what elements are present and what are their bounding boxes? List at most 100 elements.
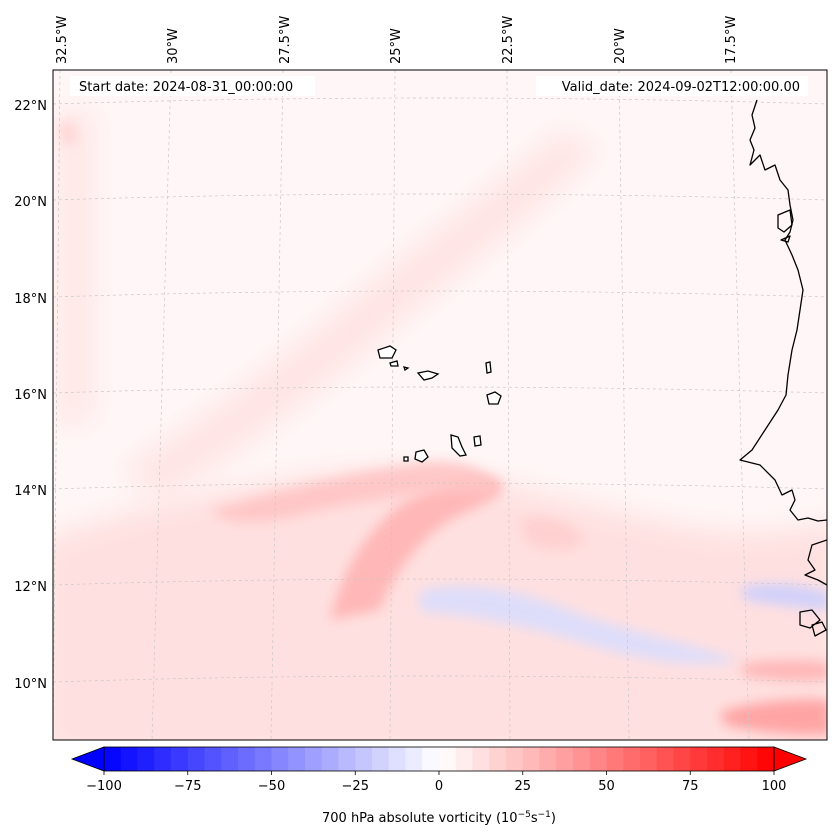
- colorbar-swatch: [120, 747, 138, 771]
- africa-coastline: [739, 99, 827, 522]
- lon-label: 30°W: [166, 28, 181, 64]
- colorbar-swatch: [522, 747, 540, 771]
- colorbar-swatch: [723, 747, 741, 771]
- colorbar-swatch: [405, 747, 423, 771]
- colorbar-swatch: [472, 747, 490, 771]
- colorbar-ticks: −100 −75 −50 −25 0 25 50 75 100: [86, 771, 786, 794]
- colorbar-swatch: [640, 747, 658, 771]
- parallel-line: [53, 290, 827, 298]
- vorticity-field: [53, 110, 827, 740]
- colorbar-label-exp1: −5: [518, 810, 531, 820]
- colorbar-swatch: [556, 747, 574, 771]
- colorbar-swatch: [321, 747, 339, 771]
- colorbar-swatch: [171, 747, 189, 771]
- map-frame: [52, 69, 828, 741]
- lat-label: 14°N: [14, 484, 47, 499]
- meridian-line: [151, 70, 172, 740]
- parallel-line: [53, 193, 827, 201]
- meridian-line: [389, 70, 396, 740]
- vorticity-core-east: [740, 660, 827, 681]
- colorbar-tick-label: 75: [682, 779, 699, 794]
- colorbar-tick-label: 25: [514, 779, 531, 794]
- longitude-labels: 32.5°W 30°W 27.5°W 25°W 22.5°W 20°W 17.5…: [55, 16, 739, 64]
- colorbar-swatch: [573, 747, 591, 771]
- parallel-line: [53, 482, 827, 490]
- colorbar-swatch: [439, 747, 457, 771]
- island-sao-vicente: [389, 360, 399, 367]
- colorbar-swatch: [137, 747, 155, 771]
- colorbar-label-end: ): [551, 811, 556, 826]
- colorbar-swatches: [104, 747, 775, 771]
- colorbar-swatch: [506, 747, 524, 771]
- colorbar-swatch: [271, 747, 289, 771]
- colorbar-swatch: [707, 747, 725, 771]
- island-coastline: [780, 235, 791, 243]
- colorbar-swatch: [606, 747, 624, 771]
- lat-label: 12°N: [14, 580, 47, 595]
- vorticity-negative-strip: [420, 586, 740, 665]
- colorbar-swatch: [288, 747, 306, 771]
- colorbar-max-extend-arrow: [773, 746, 808, 772]
- colorbar-swatch: [238, 747, 256, 771]
- valid-date-label: Valid_date: 2024-09-02T12:00:00.00: [562, 80, 800, 95]
- lon-label: 20°W: [613, 28, 628, 64]
- colorbar-swatch: [338, 747, 356, 771]
- colorbar-swatch: [489, 747, 507, 771]
- colorbar-label-unit: s: [531, 811, 538, 826]
- colorbar-swatch: [656, 747, 674, 771]
- colorbar-tick-label: 50: [598, 779, 615, 794]
- island-santo-antao: [377, 345, 397, 359]
- island-maio: [473, 435, 482, 447]
- colorbar-swatch: [623, 747, 641, 771]
- colorbar-swatch: [104, 747, 122, 771]
- colorbar-swatch: [154, 747, 172, 771]
- vorticity-negative-east: [740, 583, 827, 610]
- colorbar-swatch: [589, 747, 607, 771]
- start-date-box: [70, 76, 315, 96]
- colorbar-tick-label: 100: [762, 779, 787, 794]
- colorbar-swatch: [422, 747, 440, 771]
- island-coastline: [777, 209, 793, 233]
- colorbar-swatch: [455, 747, 473, 771]
- colorbar-tick-label: 0: [435, 779, 443, 794]
- colorbar-tick-label: −100: [86, 779, 122, 794]
- colorbar-swatch: [254, 747, 272, 771]
- lat-label: 16°N: [14, 388, 47, 403]
- colorbar-swatch: [388, 747, 406, 771]
- colorbar-swatch: [539, 747, 557, 771]
- colorbar-swatch: [221, 747, 239, 771]
- island-boa-vista: [486, 391, 502, 405]
- vorticity-core-west: [330, 477, 502, 620]
- island-sao-nicolau: [416, 370, 440, 381]
- vorticity-core-arc: [210, 461, 496, 522]
- parallel-line: [53, 675, 827, 683]
- colorbar-swatch: [757, 747, 775, 771]
- vorticity-speckle-2: [60, 120, 77, 146]
- colorbar-swatch: [740, 747, 758, 771]
- lat-label: 20°N: [14, 195, 47, 210]
- colorbar: −100 −75 −50 −25 0 25 50 75 100 700 hPa absolute…: [70, 746, 808, 826]
- colorbar-swatch: [673, 747, 691, 771]
- island-brava: [403, 456, 409, 462]
- valid-date-box: [536, 76, 808, 96]
- colorbar-label: 700 hPa absolute vorticity (10−5s−1): [322, 810, 556, 826]
- meridian-line: [618, 70, 630, 740]
- lon-label: 17.5°W: [724, 16, 739, 64]
- map-panel: [53, 70, 827, 740]
- lon-label: 32.5°W: [55, 16, 70, 64]
- colorbar-label-exp2: −1: [538, 810, 551, 820]
- colorbar-tick-label: −50: [258, 779, 285, 794]
- lat-label: 18°N: [14, 292, 47, 307]
- island-sal: [485, 361, 492, 374]
- colorbar-swatch: [372, 747, 390, 771]
- graticule: [53, 70, 827, 740]
- colorbar-min-extend-arrow: [70, 746, 105, 772]
- vorticity-speckle-1: [520, 516, 585, 551]
- lon-label: 22.5°W: [501, 16, 516, 64]
- vorticity-band-diagonal: [120, 130, 600, 500]
- island-santiago: [450, 434, 467, 457]
- colorbar-tick-label: −25: [342, 779, 369, 794]
- lat-label: 22°N: [14, 99, 47, 114]
- lat-label: 10°N: [14, 677, 47, 692]
